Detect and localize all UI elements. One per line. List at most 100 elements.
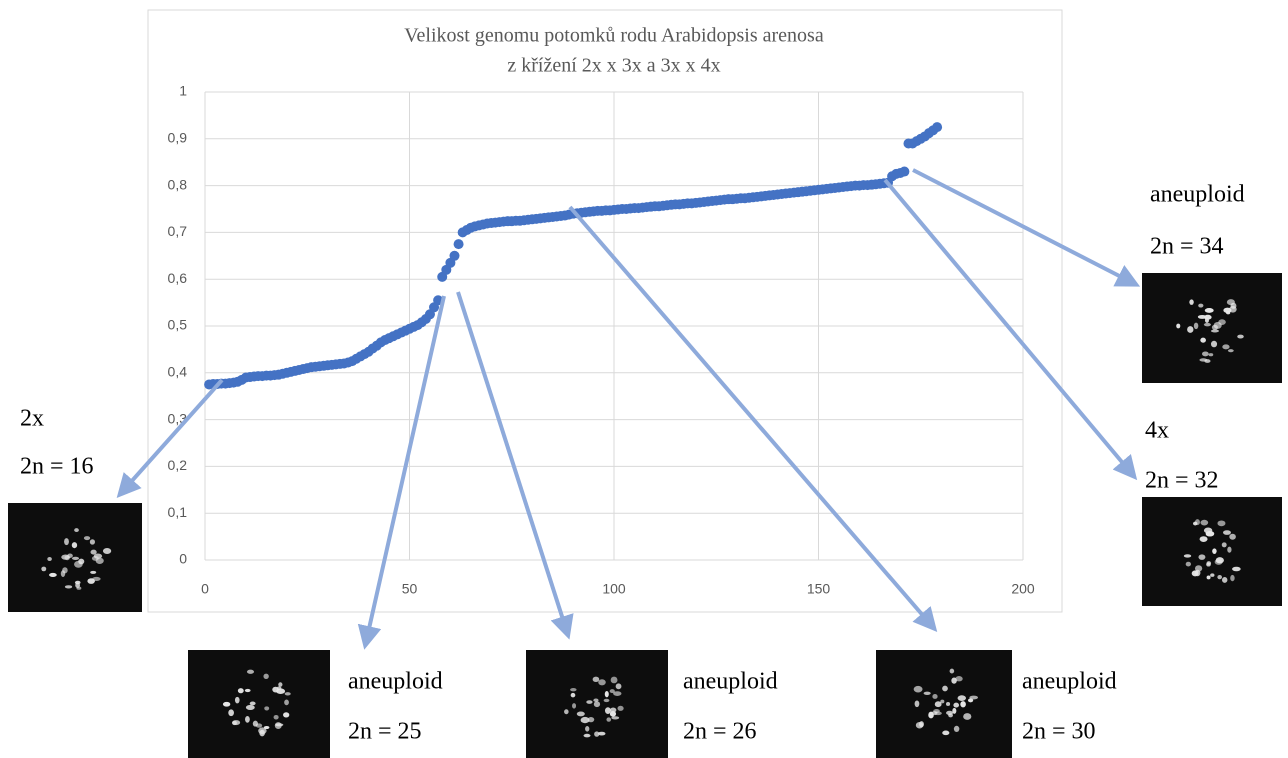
- chromosome: [87, 578, 95, 584]
- data-point: [449, 250, 460, 261]
- chromosome: [580, 716, 590, 724]
- chart-frame: [147, 9, 1063, 613]
- chromosome: [934, 711, 942, 716]
- chromosome: [946, 710, 953, 716]
- chromosome: [264, 706, 270, 711]
- chromosome: [232, 720, 237, 726]
- chromosome: [945, 702, 951, 706]
- chromosome: [1204, 317, 1209, 323]
- chromosome: [89, 539, 96, 545]
- arrow: [456, 291, 574, 640]
- chromosome: [592, 676, 600, 683]
- chromosome: [953, 725, 960, 732]
- chromosome: [598, 679, 606, 686]
- chromosome: [1197, 314, 1207, 319]
- chromosome: [1205, 530, 1215, 537]
- y-tick-label: 0,4: [168, 364, 188, 380]
- chromosome: [957, 695, 966, 701]
- chromosome: [963, 713, 972, 720]
- chromosome: [1200, 337, 1206, 343]
- x-tick-label: 0: [201, 581, 209, 597]
- chromosome: [1200, 519, 1209, 526]
- chromosome: [62, 567, 68, 574]
- annotation: aneuploid: [1150, 182, 1245, 208]
- chromosome: [90, 549, 97, 555]
- y-tick-label: 1: [179, 83, 187, 99]
- chromosome: [90, 570, 97, 574]
- chromosome: [1187, 326, 1194, 333]
- chromosome: [64, 555, 70, 561]
- chromosome-image: [188, 650, 330, 758]
- chromosome: [283, 712, 290, 718]
- chromosome: [1237, 334, 1244, 339]
- annotation: aneuploid: [1022, 669, 1117, 695]
- chromosome: [1221, 542, 1227, 548]
- chromosome: [49, 572, 57, 577]
- chart-title: z křížení 2x x 3x a 3x x 4x: [507, 55, 720, 77]
- chromosome: [593, 698, 599, 702]
- chromosome: [613, 691, 622, 696]
- chromosome: [245, 704, 255, 711]
- chromosome: [570, 688, 577, 692]
- chromosome: [71, 556, 80, 561]
- chromosome: [274, 722, 282, 730]
- chromosome: [604, 690, 609, 698]
- x-tick-label: 150: [807, 581, 831, 597]
- arrow: [568, 205, 938, 633]
- chromosome: [1214, 559, 1223, 565]
- chromosome: [597, 731, 606, 736]
- chromosome: [587, 716, 595, 723]
- y-tick-label: 0,6: [168, 270, 188, 286]
- chromosome: [76, 586, 82, 590]
- chromosome: [955, 676, 963, 682]
- image-background: [1142, 497, 1282, 606]
- y-tick-label: 0,7: [168, 223, 188, 239]
- y-tick-label: 0,8: [168, 176, 188, 192]
- chromosome: [1185, 561, 1191, 567]
- chromosome: [1183, 554, 1192, 558]
- chromosome: [263, 673, 269, 679]
- chromosome: [1230, 574, 1235, 582]
- chromosome: [949, 668, 955, 674]
- chromosome: [83, 536, 91, 541]
- annotation: 4x: [1145, 418, 1169, 444]
- chromosome: [934, 701, 942, 708]
- chromosome: [222, 701, 231, 707]
- chromosome: [1223, 307, 1232, 313]
- chromosome: [252, 720, 258, 727]
- arrow: [116, 378, 224, 498]
- chromosome: [1198, 554, 1206, 560]
- data-point: [453, 239, 464, 250]
- chromosome: [41, 566, 47, 572]
- arrow: [357, 295, 446, 650]
- chart-title: Velikost genomu potomků rodu Arabidopsis…: [404, 25, 824, 47]
- chromosome: [1226, 299, 1235, 306]
- annotation: aneuploid: [683, 669, 778, 695]
- chromosome: [1227, 546, 1232, 553]
- chromosome-image: [526, 650, 668, 758]
- y-tick-label: 0,9: [168, 130, 188, 146]
- chromosome-image: [8, 503, 142, 612]
- chromosome: [914, 700, 920, 708]
- chromosome: [95, 557, 104, 564]
- data-point: [899, 166, 910, 177]
- annotation: 2n = 30: [1022, 719, 1096, 745]
- chromosome: [932, 694, 938, 699]
- chromosome: [276, 686, 282, 691]
- chromosome: [284, 699, 289, 706]
- chromosome: [1221, 577, 1228, 583]
- chromosome: [1217, 520, 1226, 527]
- chromosome: [1202, 351, 1209, 357]
- annotation: 2n = 32: [1145, 468, 1219, 494]
- chromosome: [967, 698, 974, 703]
- arrow: [883, 178, 1138, 481]
- chromosome: [1229, 533, 1236, 540]
- chromosome-image: [1142, 273, 1282, 383]
- chromosome: [1206, 575, 1211, 580]
- chromosome: [1211, 324, 1218, 330]
- chromosome: [64, 538, 69, 546]
- chromosome: [1193, 322, 1199, 330]
- chromosome: [576, 711, 585, 717]
